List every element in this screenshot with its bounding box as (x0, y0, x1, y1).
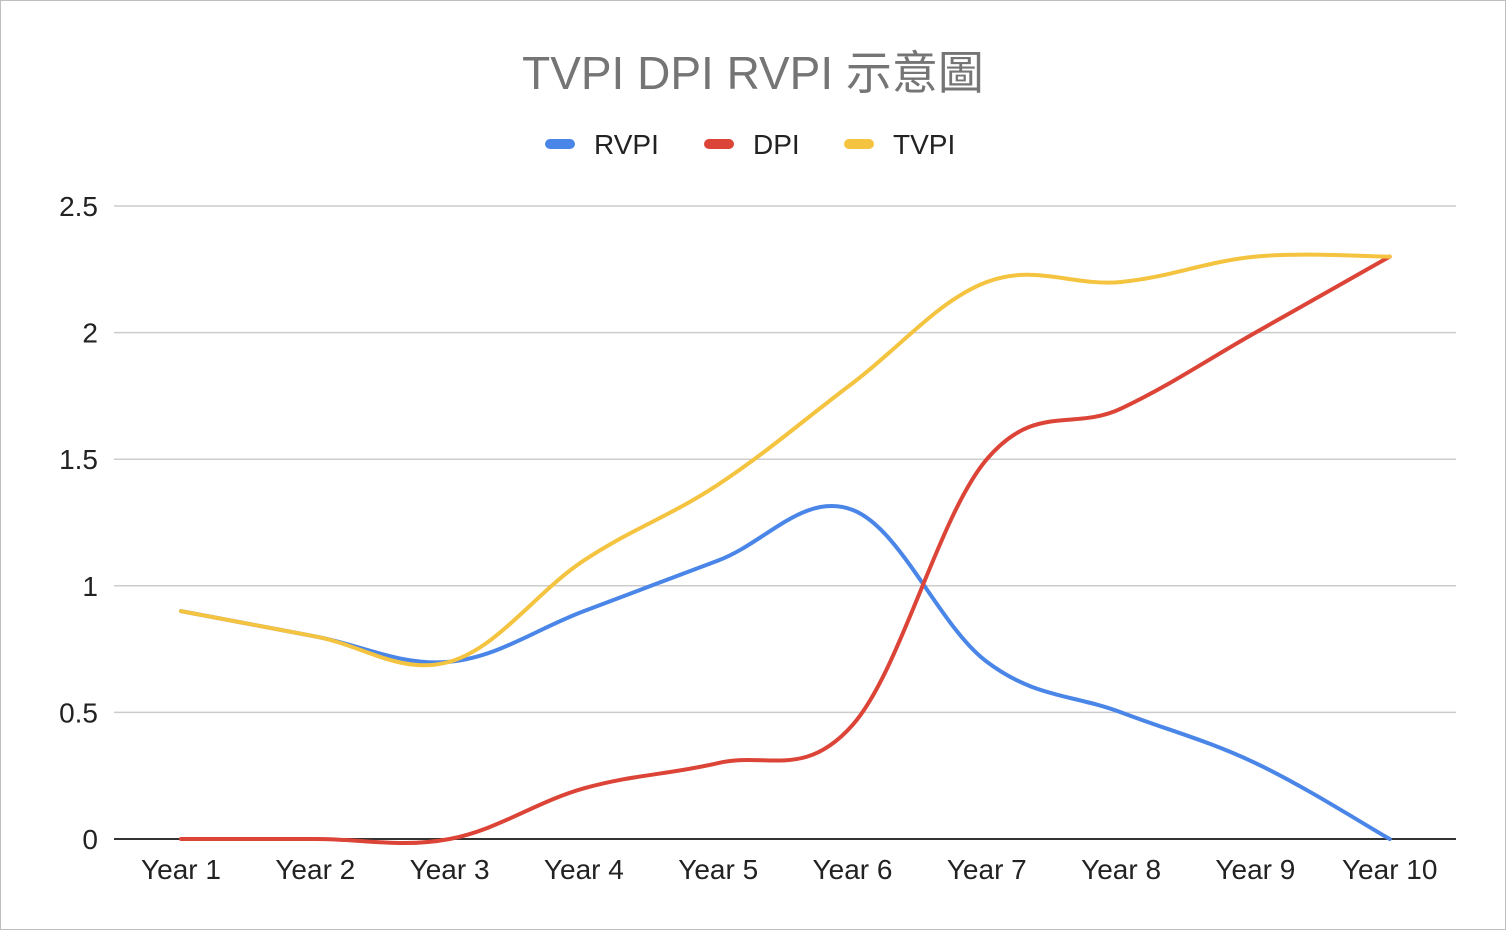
data-point-tvpi (716, 483, 720, 487)
y-tick-label: 1.5 (59, 444, 98, 475)
legend-label-dpi: DPI (753, 129, 800, 160)
data-point-rvpi (985, 660, 989, 664)
data-point-tvpi (1253, 255, 1257, 259)
x-axis: Year 1 Year 2 Year 3 Year 4 Year 5 Year 6 Year… (141, 854, 1437, 885)
x-tick-label: Year 2 (275, 854, 355, 885)
y-tick-label: 2.5 (59, 191, 98, 222)
data-point-dpi (448, 837, 452, 841)
data-point-tvpi (582, 558, 586, 562)
x-tick-label: Year 3 (410, 854, 490, 885)
x-tick-label: Year 9 (1215, 854, 1295, 885)
y-tick-label: 2 (82, 318, 98, 349)
data-point-rvpi (716, 558, 720, 562)
y-tick-label: 1 (82, 571, 98, 602)
chart-title: TVPI DPI RVPI 示意圖 (522, 47, 984, 99)
legend: RVPI DPI TVPI (545, 129, 955, 160)
data-point-dpi (716, 761, 720, 765)
y-tick-label: 0.5 (59, 697, 98, 728)
data-point-dpi (582, 786, 586, 790)
x-tick-label: Year 5 (678, 854, 758, 885)
x-tick-label: Year 6 (813, 854, 893, 885)
series-line-rvpi (179, 503, 1392, 841)
data-point-rvpi (582, 609, 586, 613)
data-point-tvpi (448, 660, 452, 664)
data-point-dpi (179, 837, 183, 841)
x-tick-label: Year 1 (141, 854, 221, 885)
x-tick-label: Year 8 (1081, 854, 1161, 885)
data-point-dpi (1253, 331, 1257, 335)
series-line-dpi (179, 254, 1392, 846)
data-point-tvpi (179, 609, 183, 613)
data-point-rvpi (1388, 837, 1392, 841)
gridlines (114, 205, 1456, 840)
data-point-rvpi (1119, 710, 1123, 714)
legend-swatch-rvpi (545, 139, 575, 149)
data-point-rvpi (1253, 761, 1257, 765)
data-point-tvpi (1388, 255, 1392, 259)
legend-label-rvpi: RVPI (594, 129, 659, 160)
data-point-rvpi (851, 508, 855, 512)
data-point-dpi (313, 837, 317, 841)
y-axis: 0 0.5 1 1.5 2 2.5 (59, 191, 98, 855)
data-point-dpi (851, 723, 855, 727)
legend-swatch-dpi (704, 139, 734, 149)
series-lines (179, 252, 1392, 846)
data-point-tvpi (985, 280, 989, 284)
x-tick-label: Year 4 (544, 854, 624, 885)
data-point-dpi (985, 457, 989, 461)
data-point-tvpi (851, 381, 855, 385)
series-line-tvpi (179, 252, 1392, 668)
x-tick-label: Year 10 (1342, 854, 1438, 885)
data-point-dpi (1119, 407, 1123, 411)
legend-swatch-tvpi (844, 139, 874, 149)
legend-label-tvpi: TVPI (893, 129, 955, 160)
data-point-tvpi (313, 634, 317, 638)
data-point-tvpi (1119, 280, 1123, 284)
y-tick-label: 0 (82, 824, 98, 855)
x-tick-label: Year 7 (947, 854, 1027, 885)
